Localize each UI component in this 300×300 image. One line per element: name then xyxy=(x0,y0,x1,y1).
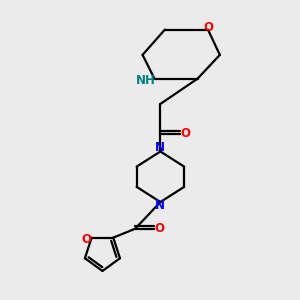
Text: O: O xyxy=(155,222,165,235)
Text: O: O xyxy=(204,21,214,34)
Text: N: N xyxy=(155,141,165,154)
Text: NH: NH xyxy=(136,74,156,87)
Text: O: O xyxy=(81,232,91,246)
Text: N: N xyxy=(155,199,165,212)
Text: O: O xyxy=(180,127,190,140)
